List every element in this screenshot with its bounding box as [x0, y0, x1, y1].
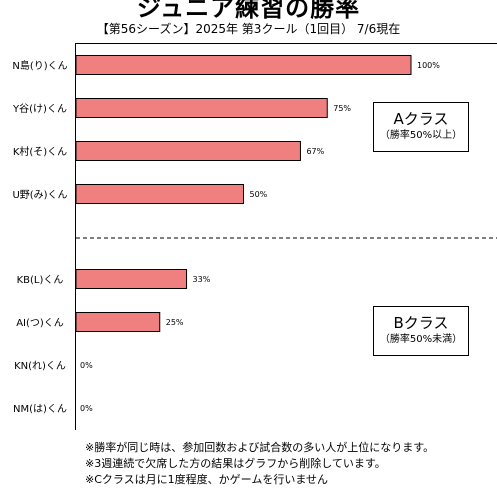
class-b-label-box: Bクラス （勝率50%未満） — [373, 306, 469, 356]
bar — [75, 184, 244, 204]
class-b-criteria: （勝率50%未満） — [379, 334, 463, 345]
category-label: N島(り)くん — [12, 59, 67, 72]
class-b-label: Bクラス — [393, 314, 449, 332]
plot-area — [75, 43, 497, 430]
data-label: 25% — [166, 318, 184, 327]
footnote: ※Cクラスは月に1度程度、かゲームを行いません — [85, 473, 329, 486]
chart-subtitle: 【第56シーズン】2025年 第3クール（1回目） 7/6現在 — [96, 22, 401, 36]
bar — [75, 269, 188, 289]
category-label: Y谷(け)くん — [12, 103, 67, 115]
class-a-label-box: Aクラス （勝率50%以上） — [373, 102, 469, 152]
bar — [75, 141, 301, 161]
footnotes: ※勝率が同じ時は、参加回数および試合数の多い人が上位になります。 ※3週連続で欠… — [85, 440, 434, 488]
data-label: 75% — [333, 104, 351, 113]
category-label: KB(L)くん — [17, 274, 64, 286]
chart-title: ジュニア練習の勝率 — [136, 0, 361, 22]
data-label: 100% — [417, 61, 440, 70]
footnote: ※勝率が同じ時は、参加回数および試合数の多い人が上位になります。 — [85, 441, 435, 454]
class-a-label: Aクラス — [393, 110, 449, 128]
bar-chart: N島(り)くん 100% Y谷(け)くん 75% K村(そ)くん 67% U野(み)くん 50… — [12, 55, 497, 415]
bar — [75, 98, 328, 118]
category-label: KN(れ)くん — [14, 360, 66, 372]
category-label: U野(み)くん — [12, 189, 67, 201]
category-label: K村(そ)くん — [13, 145, 67, 158]
category-label: AI(つ)くん — [16, 317, 64, 329]
data-label: 67% — [306, 147, 324, 156]
data-label: 33% — [193, 275, 211, 284]
class-a-criteria: （勝率50%以上） — [379, 130, 463, 141]
data-label: 0% — [80, 361, 93, 370]
bar — [75, 312, 161, 332]
data-label: 50% — [250, 190, 268, 199]
category-label: NM(は)くん — [13, 403, 67, 415]
bar — [75, 55, 412, 75]
footnote: ※3週連続で欠席した方の結果はグラフから削除しています。 — [85, 457, 386, 470]
data-label: 0% — [80, 404, 93, 413]
